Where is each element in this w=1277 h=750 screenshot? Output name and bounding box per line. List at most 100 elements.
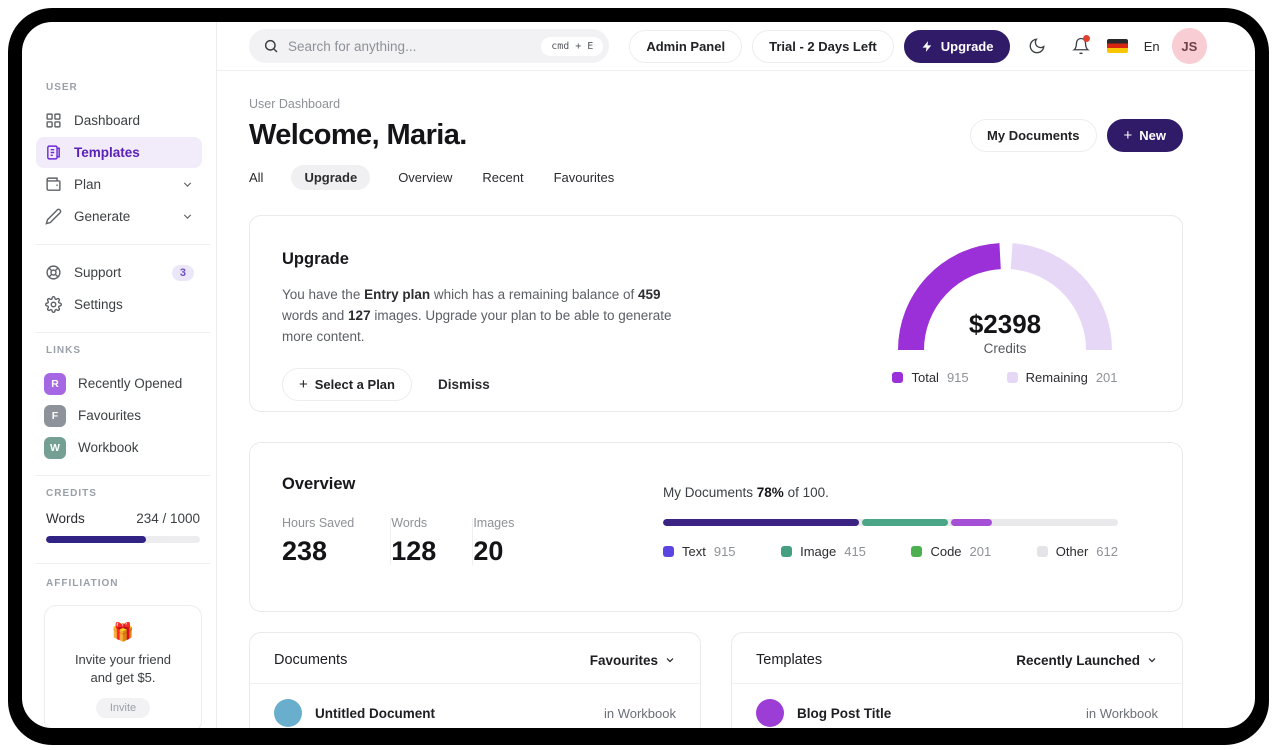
link-initial-badge: F <box>44 404 66 427</box>
sidebar-item-label: Favourites <box>78 408 142 423</box>
affiliation-line1: Invite your friend <box>74 652 172 667</box>
gear-icon <box>44 296 62 314</box>
sidebar-item-label: Workbook <box>78 440 139 455</box>
sidebar-link-favourites[interactable]: F Favourites <box>36 400 202 431</box>
list-divider <box>250 683 700 684</box>
upgrade-card-title: Upgrade <box>282 250 349 268</box>
document-avatar <box>274 699 302 727</box>
gauge-chart <box>898 243 1112 351</box>
gauge-value: $2398 <box>968 309 1042 339</box>
sidebar-divider <box>36 332 210 333</box>
dark-mode-toggle[interactable] <box>1020 29 1053 63</box>
tab-favourites[interactable]: Favourites <box>553 170 615 185</box>
select-plan-button[interactable]: + Select a Plan <box>282 367 412 401</box>
progress-legend: Text 915 Image 415 Code 201 <box>663 544 1118 559</box>
sidebar-item-label: Dashboard <box>74 113 141 128</box>
upgrade-button[interactable]: Upgrade <box>903 29 1011 63</box>
dismiss-button[interactable]: Dismiss <box>437 376 490 392</box>
gauge-legend: Total 915 Remaining 201 <box>890 370 1120 385</box>
credits-progress-track <box>46 536 200 543</box>
bolt-icon <box>921 40 934 53</box>
tab-all[interactable]: All <box>249 170 264 185</box>
legend-item-text: Text 915 <box>663 544 736 559</box>
documents-filter-label: Favourites <box>589 652 658 668</box>
select-plan-label: Select a Plan <box>314 376 395 392</box>
bell-icon <box>1071 37 1090 55</box>
new-button-label: New <box>1139 128 1166 143</box>
sidebar-link-recently-opened[interactable]: R Recently Opened <box>36 368 202 399</box>
credits-progress-fill <box>46 536 147 543</box>
search-placeholder: Search for anything... <box>288 38 417 54</box>
template-title: Blog Post Title <box>797 705 892 721</box>
legend-swatch <box>663 546 674 557</box>
legend-item-other: Other 612 <box>1036 544 1118 559</box>
my-documents-progress-label: My Documents 78% of 100. <box>663 485 829 500</box>
gauge-label: Credits <box>983 341 1027 356</box>
overview-stats: Hours Saved 238 Words 128 Images 20 <box>282 516 1182 567</box>
list-divider <box>732 683 1182 684</box>
lifebuoy-icon <box>44 264 62 282</box>
documents-card: Documents Favourites Untitled Document i… <box>249 632 701 728</box>
stat-divider <box>472 518 474 565</box>
documents-card-title: Documents <box>274 652 348 668</box>
sidebar-item-support[interactable]: Support 3 <box>36 257 202 288</box>
templates-card-title: Templates <box>756 652 823 668</box>
search-icon <box>263 38 279 54</box>
chevron-down-icon <box>181 178 194 191</box>
stat-hours-saved: Hours Saved 238 <box>282 516 355 566</box>
my-documents-progress: My Documents 78% of 100. Text 915 <box>663 485 1118 559</box>
sidebar: USER Dashboard Templates Plan <box>22 22 217 728</box>
my-documents-button[interactable]: My Documents <box>970 119 1097 152</box>
template-list-item[interactable]: Blog Post Title in Workbook <box>732 684 1182 728</box>
user-avatar[interactable]: JS <box>1171 28 1207 64</box>
notification-dot <box>1083 35 1091 42</box>
page-title: Welcome, Maria. <box>249 119 467 151</box>
gift-icon: 🎁 <box>111 622 135 642</box>
sidebar-item-dashboard[interactable]: Dashboard <box>36 105 202 136</box>
trial-button[interactable]: Trial - 2 Days Left <box>752 29 894 63</box>
support-badge: 3 <box>171 264 194 281</box>
upgrade-card: Upgrade You have the Entry plan which ha… <box>249 215 1183 412</box>
template-avatar <box>756 699 784 727</box>
app-window: USER Dashboard Templates Plan <box>22 22 1255 728</box>
search-shortcut: cmd + E <box>541 36 604 56</box>
sidebar-item-label: Support <box>74 265 122 280</box>
sidebar-item-label: Generate <box>74 209 131 224</box>
documents-filter-dropdown[interactable]: Favourites <box>590 653 676 668</box>
templates-card: Templates Recently Launched Blog Post Ti… <box>731 632 1183 728</box>
german-flag-icon[interactable] <box>1107 39 1128 53</box>
stat-divider <box>390 518 392 565</box>
document-list-item[interactable]: Untitled Document in Workbook <box>250 684 700 728</box>
templates-filter-dropdown[interactable]: Recently Launched <box>1016 653 1158 668</box>
tab-recent[interactable]: Recent <box>482 170 524 185</box>
sidebar-section-user: USER <box>46 82 78 93</box>
sidebar-divider <box>36 475 210 476</box>
plus-icon: + <box>1123 127 1133 144</box>
affiliation-text: Invite your friend and get $5. <box>55 651 191 686</box>
stat-images: Images 20 <box>473 516 515 566</box>
document-location: in Workbook <box>603 705 676 721</box>
language-selector[interactable]: En <box>1143 38 1160 54</box>
content: User Dashboard Welcome, Maria. My Docume… <box>217 71 1255 728</box>
tab-overview[interactable]: Overview <box>398 170 453 185</box>
sidebar-link-workbook[interactable]: W Workbook <box>36 432 202 463</box>
sidebar-item-plan[interactable]: Plan <box>36 169 202 200</box>
tabs: All Upgrade Overview Recent Favourites <box>249 165 1183 190</box>
tab-upgrade[interactable]: Upgrade <box>291 165 371 190</box>
invite-button[interactable]: Invite <box>95 698 151 719</box>
credits-row: Words 234 / 1000 <box>46 511 200 526</box>
search-input[interactable]: Search for anything... cmd + E <box>249 29 610 63</box>
upgrade-card-description: You have the Entry plan which has a rema… <box>282 287 672 344</box>
legend-swatch <box>781 546 793 557</box>
sidebar-item-templates[interactable]: Templates <box>36 137 202 168</box>
admin-panel-button[interactable]: Admin Panel <box>629 29 743 63</box>
upgrade-button-label: Upgrade <box>940 38 994 54</box>
document-title: Untitled Document <box>315 705 435 721</box>
sidebar-item-settings[interactable]: Settings <box>36 289 202 320</box>
document-icon <box>44 144 62 162</box>
notifications-button[interactable] <box>1064 29 1097 63</box>
sidebar-section-links: LINKS <box>46 345 81 356</box>
affiliation-line2: and get $5. <box>90 669 156 685</box>
new-button[interactable]: + New <box>1106 119 1183 152</box>
sidebar-item-generate[interactable]: Generate <box>36 201 202 232</box>
